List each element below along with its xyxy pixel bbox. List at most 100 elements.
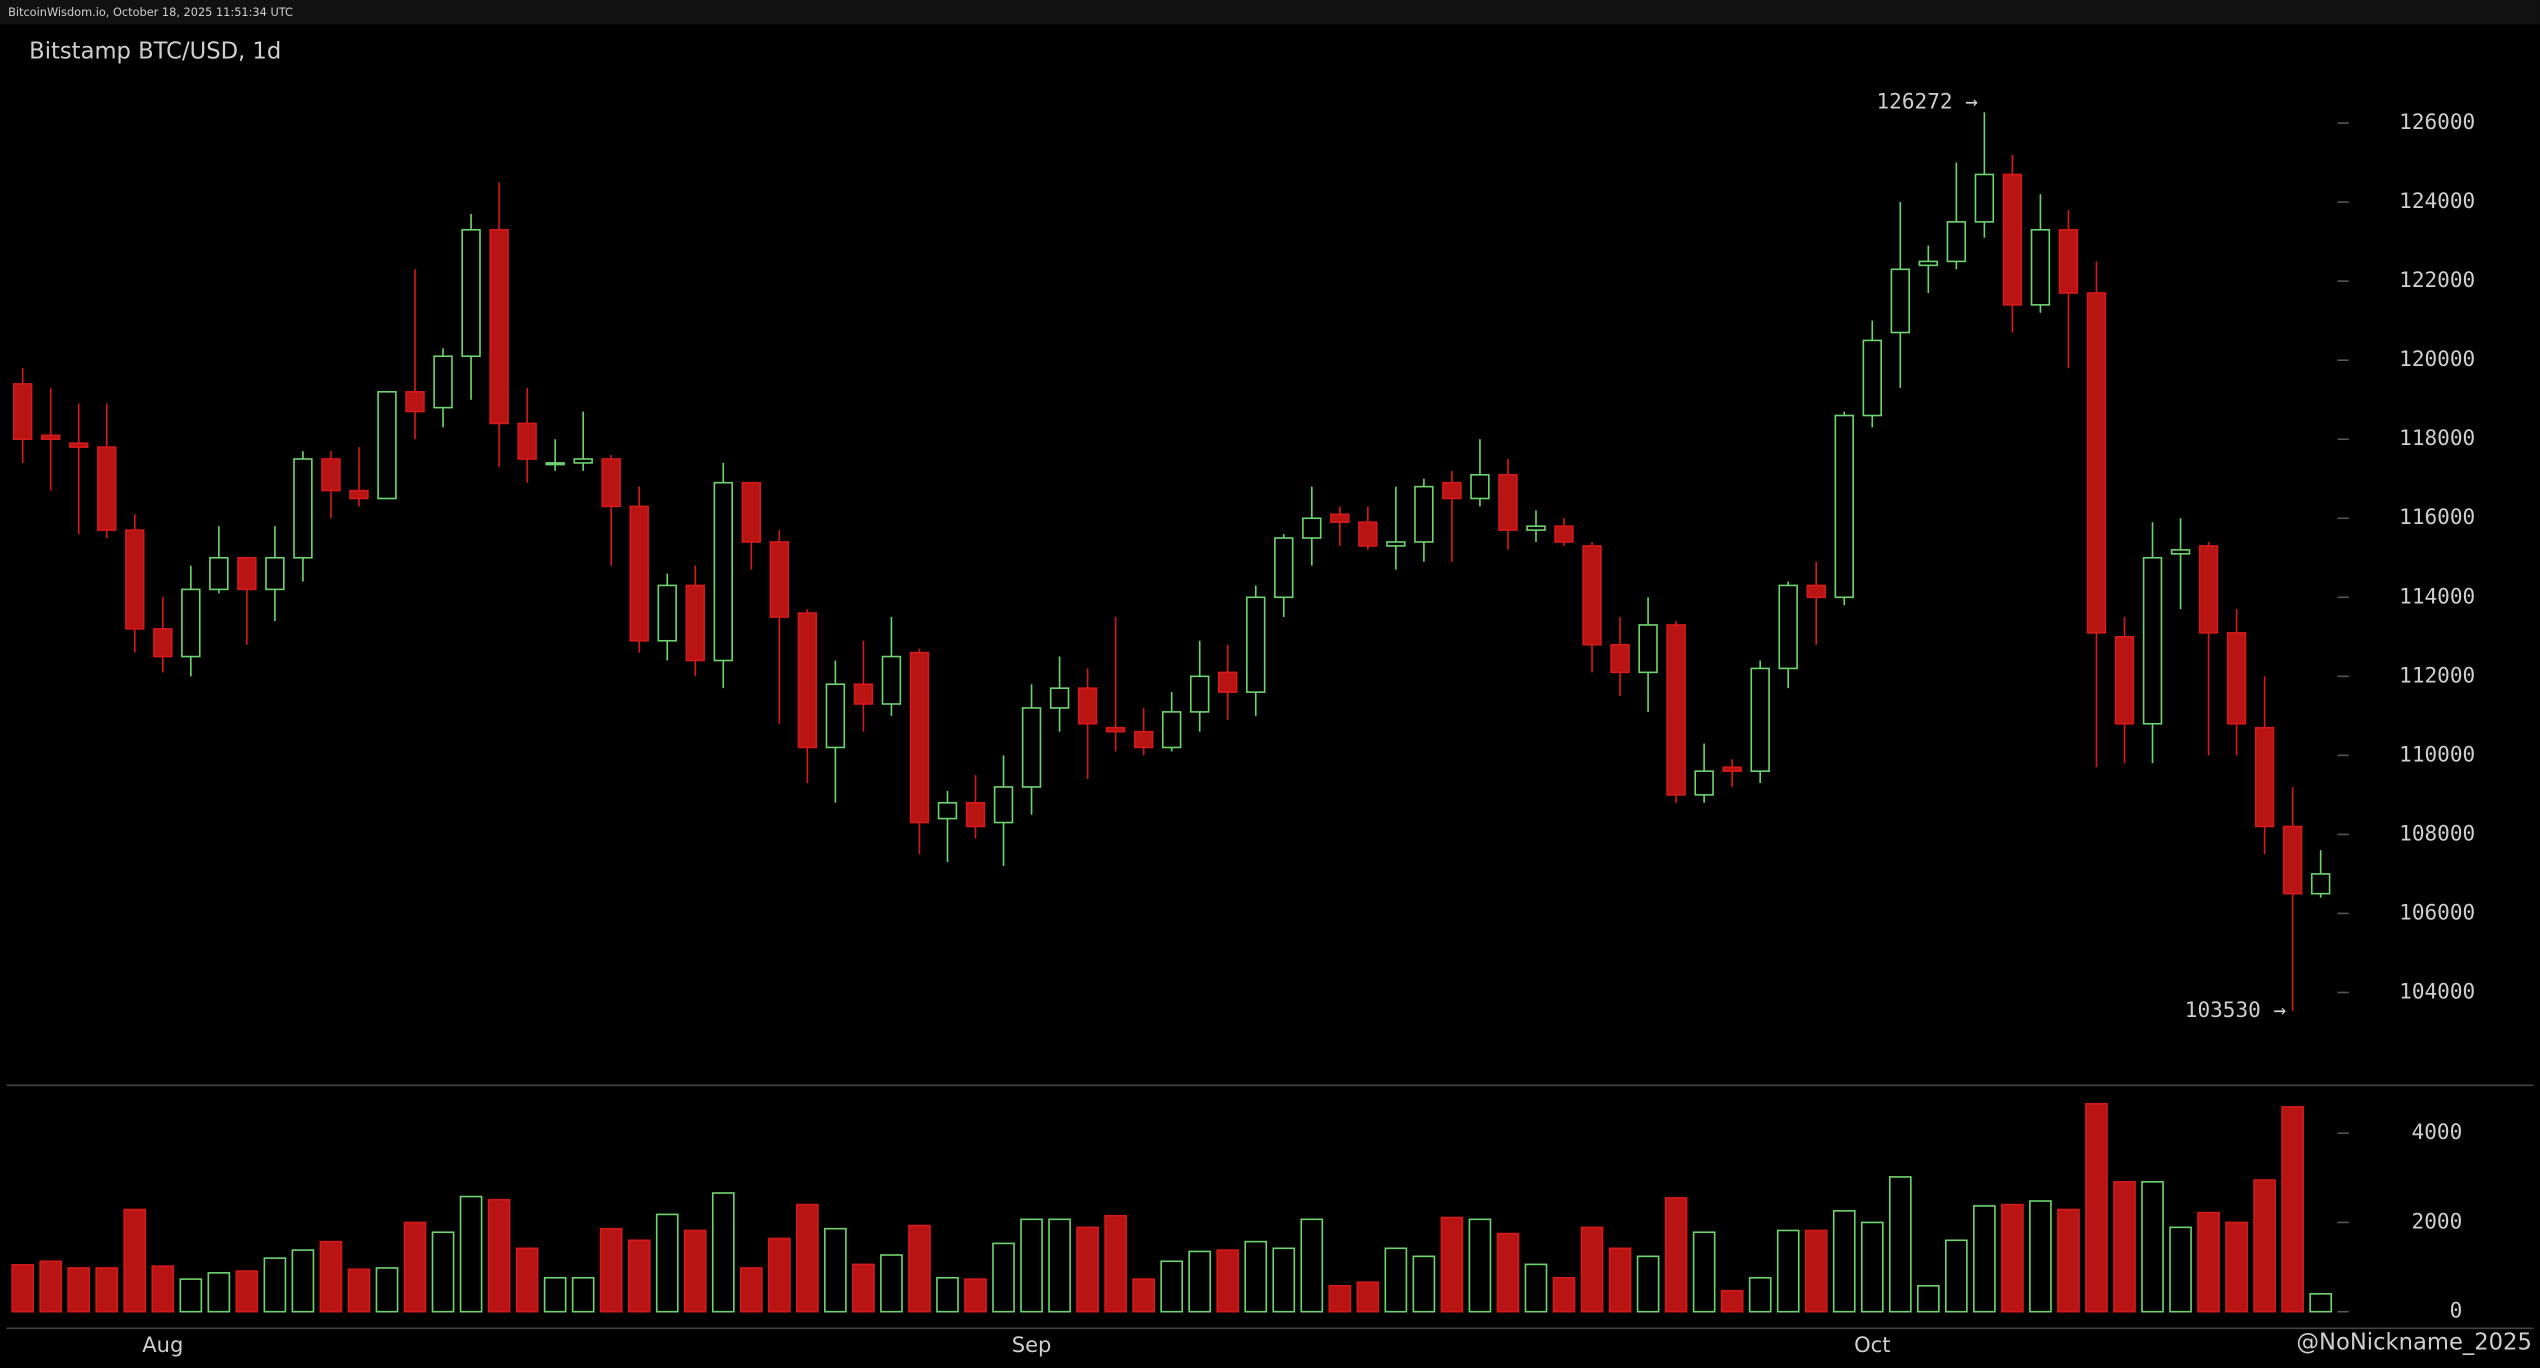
candle-body — [685, 584, 705, 662]
y-tick-label: 106000 — [2399, 899, 2475, 924]
volume-bar — [2225, 1221, 2248, 1313]
candle-body — [1666, 624, 1686, 796]
candle-body — [1526, 525, 1546, 531]
volume-bar — [1608, 1247, 1632, 1313]
volume-bar — [1860, 1221, 1884, 1313]
candle-body — [153, 628, 173, 658]
volume-bar — [1328, 1284, 1352, 1313]
candle-body — [657, 584, 677, 642]
volume-tick-label: 2000 — [2412, 1208, 2463, 1233]
candle-body — [573, 458, 593, 464]
volume-bar — [880, 1254, 903, 1313]
candle-body — [1161, 711, 1182, 749]
candle-body — [2282, 825, 2303, 895]
volume-bar — [123, 1208, 147, 1313]
candle-body — [1750, 667, 1770, 772]
candle-body — [1862, 339, 1882, 417]
candle-body — [2226, 632, 2247, 725]
volume-bar — [1244, 1240, 1268, 1313]
candle-body — [125, 529, 145, 630]
volume-bar — [767, 1237, 791, 1313]
volume-bar — [1496, 1232, 1520, 1313]
candle-body — [1189, 675, 1210, 713]
volume-bar — [796, 1203, 819, 1313]
volume-bar — [263, 1257, 287, 1313]
candle-body — [2198, 545, 2219, 634]
candle-body — [293, 458, 313, 559]
volume-bar — [487, 1198, 511, 1313]
candle-body — [965, 801, 986, 828]
volume-bar — [683, 1229, 707, 1313]
y-tick-label: 108000 — [2399, 820, 2475, 845]
candle-body — [1498, 473, 1518, 531]
y-tick-label: 104000 — [2399, 978, 2475, 1003]
volume-bar — [1412, 1255, 1436, 1313]
y-tick-label: 120000 — [2399, 346, 2475, 371]
candle-body — [1694, 770, 1714, 796]
volume-bar — [1916, 1284, 1940, 1313]
volume-tick-label: 4000 — [2412, 1119, 2463, 1144]
volume-bar — [151, 1265, 175, 1313]
candle-body — [1778, 584, 1798, 670]
volume-bar — [207, 1272, 231, 1313]
candle-body — [1722, 766, 1742, 772]
volume-bar — [347, 1268, 371, 1313]
candle-body — [2254, 726, 2275, 828]
y-tick-label: 112000 — [2399, 662, 2475, 687]
volume-bar — [1748, 1276, 1772, 1313]
volume-bar — [992, 1242, 1015, 1313]
watermark: @NoNickname_2025 — [2296, 1329, 2532, 1355]
volume-bar — [11, 1264, 35, 1313]
volume-bar — [2001, 1203, 2024, 1313]
volume-bar — [1720, 1289, 1744, 1313]
volume-bar — [1160, 1260, 1184, 1313]
volume-bar — [852, 1263, 875, 1313]
candle-body — [2310, 873, 2331, 895]
candle-body — [1358, 521, 1378, 547]
volume-bar — [515, 1247, 539, 1313]
volume-bar — [95, 1267, 119, 1313]
candle-body — [321, 458, 341, 492]
candle-body — [1105, 726, 1126, 733]
candle-body — [517, 422, 537, 460]
volume-bar — [964, 1278, 987, 1313]
volume-bar — [1440, 1216, 1464, 1313]
volume-bar — [627, 1239, 651, 1313]
candle-body — [629, 505, 649, 642]
volume-bar — [39, 1260, 63, 1313]
candle-body — [1890, 268, 1911, 334]
candle-body — [2170, 549, 2191, 555]
volume-bar — [1580, 1226, 1604, 1313]
candle-body — [797, 612, 818, 749]
candle-body — [1638, 624, 1658, 674]
volume-bar — [1832, 1210, 1856, 1313]
candle-body — [993, 786, 1014, 824]
volume-bar — [1552, 1276, 1576, 1313]
volume-bar — [431, 1231, 455, 1313]
volume-bar — [908, 1224, 931, 1313]
candle-body — [1946, 221, 1967, 263]
candle-body — [12, 383, 33, 441]
volume-bar — [235, 1270, 259, 1313]
volume-bar — [1048, 1218, 1071, 1313]
candle-body — [237, 556, 257, 591]
volume-bar — [2141, 1181, 2164, 1313]
volume-bar — [1468, 1218, 1492, 1313]
y-tick-label: 122000 — [2399, 267, 2475, 292]
volume-bar — [403, 1221, 427, 1313]
candle-body — [601, 458, 621, 508]
volume-bar — [1104, 1214, 1127, 1313]
volume-bar — [936, 1276, 959, 1313]
volume-bar — [179, 1278, 203, 1313]
candle-body — [853, 683, 874, 705]
candle-body — [1274, 537, 1294, 599]
volume-bar — [1973, 1205, 1996, 1313]
candle-body — [909, 651, 930, 824]
candle-body — [405, 390, 425, 413]
candle-body — [1442, 481, 1462, 500]
candle-body — [2142, 556, 2163, 725]
volume-bar — [1692, 1231, 1716, 1313]
candle-body — [2086, 292, 2107, 634]
candle-body — [1806, 584, 1826, 599]
